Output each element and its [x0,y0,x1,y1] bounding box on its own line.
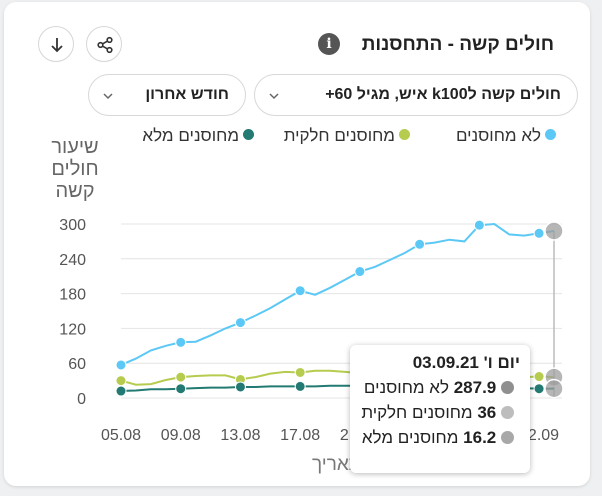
tooltip-row-full: 16.2 מחוסנים מלא [360,428,520,448]
download-icon [51,38,63,53]
data-point-unvaccinated [354,266,366,278]
legend-item-full[interactable]: מחוסנים מלא [142,126,254,146]
data-point-full [175,383,187,395]
data-point-full [533,383,545,395]
tooltip-value: 36 [477,403,497,422]
x-tick-label: 05.08 [101,427,141,444]
tooltip-dot [501,406,514,419]
period-dropdown[interactable]: חודש אחרון [88,74,246,116]
tooltip-dot [501,381,514,394]
tooltip-label: לא מחוסנים [363,378,449,397]
share-icon [97,36,113,54]
metric-dropdown[interactable]: חולים קשה לk100 איש, מגיל 60+ [254,74,578,116]
metric-dropdown-label: חולים קשה לk100 איש, מגיל 60+ [325,86,561,103]
data-point-partial [115,375,127,387]
info-icon[interactable]: i [318,33,340,55]
hover-tooltip: יום ו' 03.09.21 287.9 לא מחוסנים 36 מחוס… [350,345,530,473]
download-button[interactable] [38,26,74,62]
hover-point-full [544,378,564,399]
card-title: חולים קשה - התחסנות [361,34,554,55]
legend-dot [399,129,410,140]
tooltip-value: 287.9 [453,378,497,397]
x-tick-label: 17.08 [280,427,320,444]
chart-card: חולים קשה - התחסנות i חולים קשה לk100 אי… [4,2,590,486]
period-dropdown-label: חודש אחרון [145,86,229,103]
x-axis-label: תאריך [312,454,362,475]
share-button[interactable] [86,26,122,62]
y-tick-label: 60 [68,356,86,373]
data-point-partial [533,371,545,383]
data-point-partial [294,366,306,378]
legend-label: מחוסנים מלא [142,126,239,145]
data-point-full [115,385,127,397]
y-tick-label: 240 [59,252,86,269]
y-tick-label: 180 [59,287,86,304]
data-point-unvaccinated [294,285,306,297]
data-point-unvaccinated [473,219,485,231]
x-tick-label: 09.08 [161,427,201,444]
tooltip-dot [501,431,514,444]
tooltip-row-unvaccinated: 287.9 לא מחוסנים [360,378,520,398]
legend-dot [545,129,556,140]
tooltip-label: מחוסנים חלקית [361,403,473,422]
legend-label: לא מחוסנים [455,126,541,145]
data-point-full [234,381,246,393]
data-point-partial [175,371,187,383]
y-tick-label: 0 [77,391,86,408]
y-axis-label: שיעור חולים קשה [51,136,99,202]
y-tick-label: 300 [59,217,86,234]
data-point-unvaccinated [533,227,545,239]
chevron-down-icon [269,93,279,100]
legend-label: מחוסנים חלקית [283,126,395,145]
hover-point-unvaccinated [544,221,564,241]
tooltip-label: מחוסנים מלא [361,428,459,447]
y-tick-label: 120 [59,321,86,338]
chevron-down-icon [103,93,113,100]
data-point-full [294,380,306,392]
legend-dot [243,129,254,140]
legend-item-partial[interactable]: מחוסנים חלקית [284,126,410,146]
data-point-unvaccinated [115,359,127,371]
legend-item-unvaccinated[interactable]: לא מחוסנים [456,126,556,146]
tooltip-row-partial: 36 מחוסנים חלקית [360,403,520,423]
data-point-unvaccinated [414,238,426,250]
tooltip-value: 16.2 [463,428,497,447]
data-point-unvaccinated [234,317,246,329]
data-point-unvaccinated [175,336,187,348]
x-tick-label: 13.08 [220,427,260,444]
tooltip-date: יום ו' 03.09.21 [412,353,520,372]
